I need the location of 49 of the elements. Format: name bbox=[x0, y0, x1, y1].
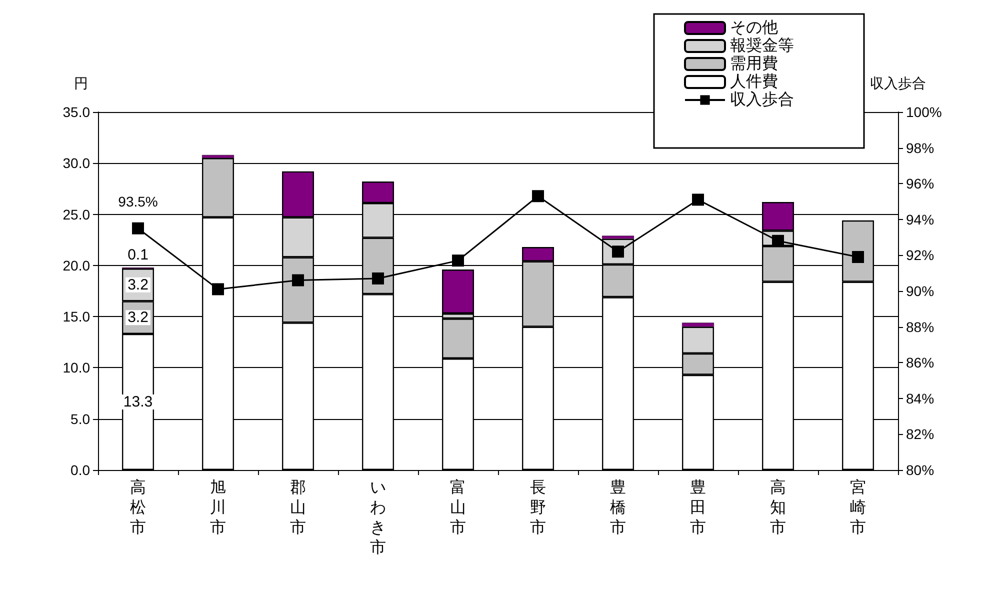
x-tick-label: 豊橋市 bbox=[610, 478, 626, 536]
legend-label: 報奨金等 bbox=[730, 36, 794, 54]
data-label: 0.1 bbox=[128, 246, 148, 264]
y-tick-label: 15.0 bbox=[62, 308, 90, 325]
x-tick-label: 豊田市 bbox=[690, 478, 706, 536]
y-tick-label: 35.0 bbox=[62, 104, 90, 120]
point bbox=[692, 194, 704, 206]
data-label: 93.5% bbox=[118, 193, 158, 210]
y2-tick-label: 80% bbox=[906, 462, 934, 478]
data-label: 3.2 bbox=[128, 309, 148, 326]
y2-tick-label: 88% bbox=[906, 318, 934, 335]
y2-tick-label: 82% bbox=[906, 426, 934, 442]
data-label: 3.2 bbox=[128, 276, 148, 294]
y2-tick-label: 92% bbox=[906, 247, 934, 264]
data-label: 13.3 bbox=[123, 393, 153, 410]
y-axis-title: 円 bbox=[74, 75, 88, 91]
legend-label: 需用費 bbox=[730, 54, 778, 72]
x-tick-label: 宮崎市 bbox=[850, 478, 866, 536]
y2-tick-label: 96% bbox=[906, 176, 934, 192]
y-tick-label: 25.0 bbox=[62, 206, 90, 222]
y2-tick-label: 84% bbox=[906, 390, 934, 406]
legend-label: 収入歩合 bbox=[730, 90, 794, 108]
y2-tick-label: 100% bbox=[906, 104, 942, 120]
y-tick-label: 30.0 bbox=[62, 155, 90, 172]
point bbox=[372, 272, 384, 284]
y-tick-label: 10.0 bbox=[62, 360, 90, 376]
y2-tick-label: 98% bbox=[906, 140, 934, 156]
legend-label: その他 bbox=[730, 20, 778, 36]
point bbox=[212, 283, 224, 296]
y2-axis-title: 収入歩合 bbox=[870, 75, 926, 91]
x-tick-label: いわき市 bbox=[370, 480, 386, 556]
y-tick-label: 0.0 bbox=[70, 462, 90, 478]
x-tick-label: 高松市 bbox=[130, 478, 146, 536]
y2-tick-label: 86% bbox=[906, 354, 934, 371]
y2-tick-label: 94% bbox=[906, 211, 934, 228]
y2-tick-label: 90% bbox=[906, 283, 934, 299]
x-tick-label: 長野市 bbox=[530, 480, 546, 536]
point bbox=[292, 274, 304, 286]
x-tick-label: 高知市 bbox=[770, 478, 786, 536]
point bbox=[132, 222, 144, 234]
x-tick-label: 旭川市 bbox=[210, 478, 226, 536]
y-tick-label: 20.0 bbox=[62, 257, 90, 274]
point bbox=[452, 254, 464, 267]
x-tick-label: 郡山市 bbox=[290, 480, 306, 536]
y-tick-label: 5.0 bbox=[70, 410, 90, 427]
legend-label: 人件費 bbox=[730, 72, 778, 90]
point bbox=[532, 190, 544, 202]
point bbox=[852, 250, 864, 263]
x-tick-label: 富山市 bbox=[450, 478, 466, 536]
